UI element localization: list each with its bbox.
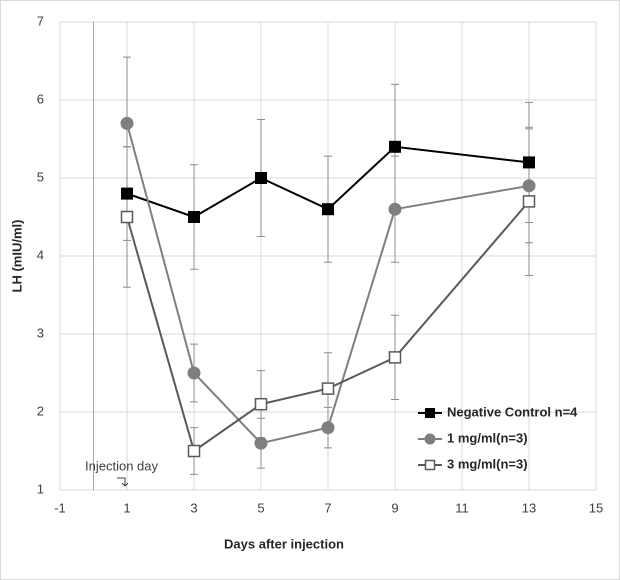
annotation: Injection day xyxy=(85,458,158,473)
marker xyxy=(321,421,335,435)
marker xyxy=(425,408,435,418)
x-axis-title: Days after injection xyxy=(224,536,344,551)
marker xyxy=(321,382,335,395)
marker xyxy=(424,433,436,445)
marker xyxy=(424,459,436,471)
marker xyxy=(522,195,536,208)
legend-label: 1 mg/ml(n=3) xyxy=(447,430,528,445)
x-tick-label: 7 xyxy=(324,500,331,515)
y-tick-label: 5 xyxy=(37,169,44,184)
x-tick-label: -1 xyxy=(54,500,66,515)
y-tick-label: 1 xyxy=(37,481,44,496)
plot xyxy=(120,56,536,475)
x-tick-label: 5 xyxy=(257,500,264,515)
x-tick-label: 9 xyxy=(391,500,398,515)
y-tick-label: 6 xyxy=(37,91,44,106)
x-tick-label: 3 xyxy=(190,500,197,515)
y-tick-label: 7 xyxy=(37,13,44,28)
legend: Negative Control n=4 1 mg/ml(n=3) 3 mg/ml(… xyxy=(418,404,578,471)
marker xyxy=(187,444,201,458)
marker xyxy=(388,202,402,216)
y-tick-label: 2 xyxy=(37,403,44,418)
legend-label: 3 mg/ml(n=3) xyxy=(447,456,528,471)
x-tick-label: 1 xyxy=(123,500,130,515)
annotation-arrow xyxy=(117,477,129,487)
y-tick-label: 4 xyxy=(37,247,44,262)
marker xyxy=(255,172,267,184)
y-tick-label: 3 xyxy=(37,325,44,340)
marker xyxy=(522,179,536,193)
x-tick-label: 13 xyxy=(522,500,536,515)
marker xyxy=(121,187,133,200)
marker xyxy=(188,211,200,223)
marker xyxy=(523,156,535,169)
series-line xyxy=(126,123,530,445)
legend-label: Negative Control n=4 xyxy=(447,404,578,419)
x-tick-label: 15 xyxy=(589,500,603,515)
marker xyxy=(389,140,401,153)
marker xyxy=(322,203,334,216)
marker xyxy=(254,397,268,411)
marker xyxy=(187,366,201,380)
marker xyxy=(254,436,268,450)
y-axis-title: LH (mIU/ml) xyxy=(9,220,24,293)
marker xyxy=(120,116,134,130)
marker xyxy=(120,210,134,224)
x-tick-label: 11 xyxy=(455,500,469,515)
series-line xyxy=(126,145,530,219)
marker xyxy=(388,351,402,364)
series-line xyxy=(126,200,530,453)
